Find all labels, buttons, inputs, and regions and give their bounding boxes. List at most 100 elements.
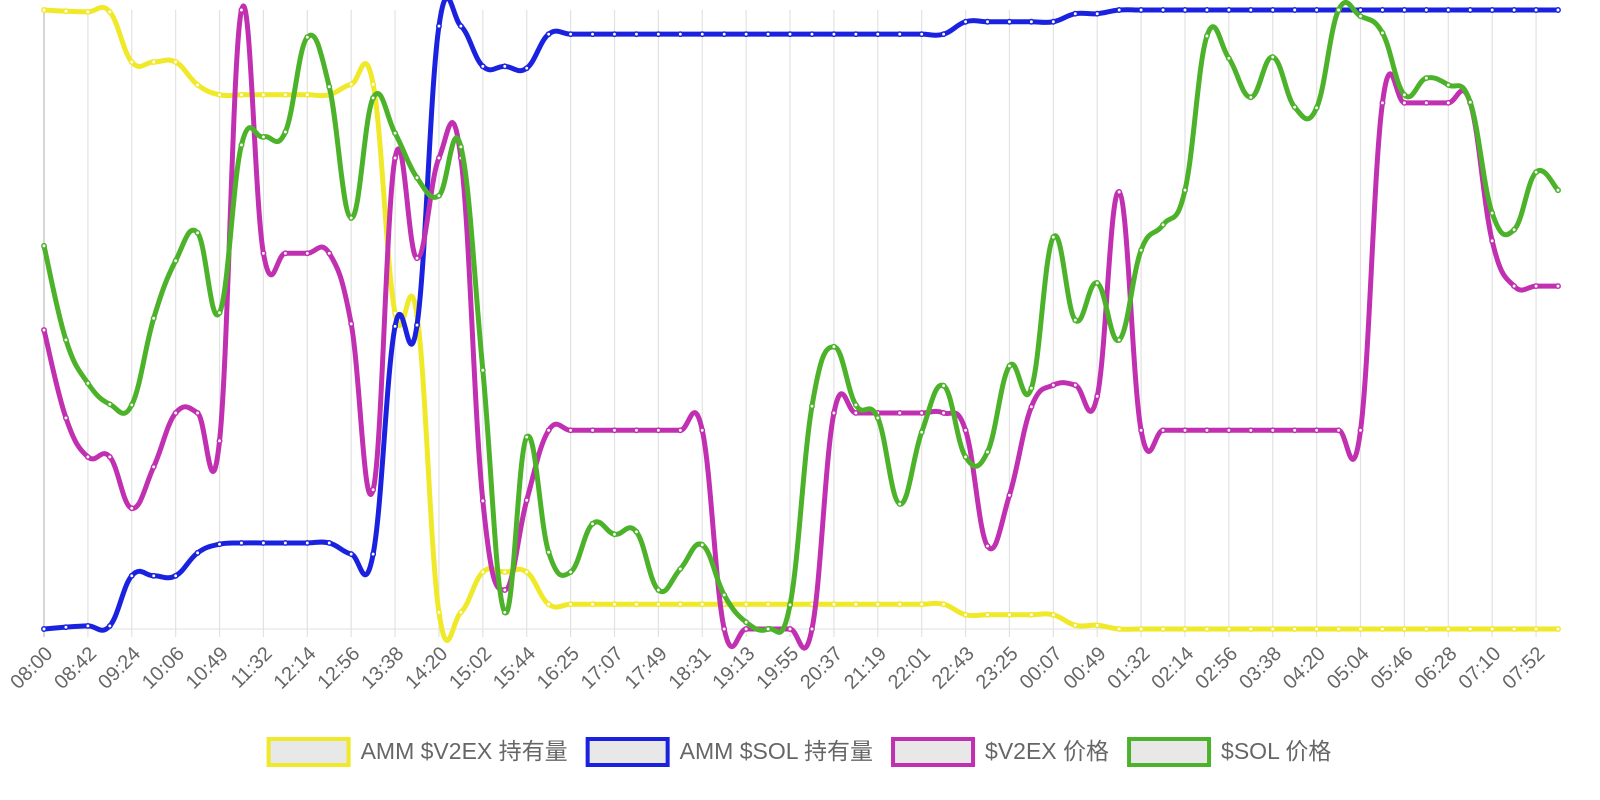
x-tick-label: 13:38 [357,643,408,694]
point [1511,7,1518,13]
point [567,427,574,434]
x-tick-label: 12:56 [314,643,365,694]
point [567,601,574,608]
point [1138,427,1145,434]
point [611,531,618,538]
x-tick-label: 08:42 [50,643,101,694]
point [633,427,640,434]
point [1116,336,1123,343]
point [1313,626,1320,632]
point [1555,626,1561,632]
point [457,23,464,30]
x-tick-label: 00:07 [1016,643,1067,694]
point [1335,626,1342,632]
point [1401,91,1408,98]
x-tick-label: 10:06 [138,643,189,694]
point [260,540,267,546]
legend-label: $SOL 价格 [1221,738,1331,764]
point [194,229,201,236]
point [611,601,618,608]
point [1203,626,1210,632]
point [1050,382,1057,389]
legend-label: AMM $V2EX 持有量 [361,738,568,764]
point [348,215,355,221]
x-tick-label: 15:44 [489,643,540,694]
point [1094,280,1101,286]
point [545,601,552,608]
point [1467,99,1474,106]
point [787,626,793,632]
point [84,8,91,15]
point [194,410,201,416]
point [282,91,289,98]
point [589,601,596,608]
point [457,143,464,150]
point [721,626,728,632]
point [106,622,113,629]
point [348,551,355,558]
point [1225,427,1232,434]
legend-item: AMM $V2EX 持有量 [266,737,568,767]
point [84,453,91,460]
point [172,572,179,579]
point [282,250,289,257]
x-tick-label: 16:25 [533,643,584,694]
point [940,382,947,389]
point [172,257,179,264]
point [1291,626,1298,632]
series-line [41,3,1558,651]
point [523,569,530,576]
point [787,601,793,608]
point [370,94,377,101]
point [765,601,772,608]
point [1423,99,1430,106]
point [1357,7,1364,13]
point [1357,427,1364,434]
x-tick-label: 00:49 [1060,643,1111,694]
point [830,410,837,416]
point [282,128,289,135]
point [852,601,859,608]
point [238,7,245,13]
point [216,91,223,98]
point [216,437,223,444]
point [1072,10,1079,17]
point [1291,104,1298,111]
point [589,427,596,434]
point [1203,427,1210,434]
point [677,601,684,608]
point [150,463,157,470]
point [1423,7,1430,13]
point [874,601,881,608]
point [699,31,706,38]
point [479,63,486,70]
point [962,453,969,460]
point [940,410,947,416]
point [1138,7,1145,13]
point [655,601,662,608]
point [1445,99,1452,106]
point [830,31,837,38]
point [106,8,113,15]
point [479,569,486,576]
point [1203,33,1210,39]
point [809,403,815,410]
point [194,81,201,88]
x-tick-label: 07:10 [1454,643,1505,694]
point [84,622,91,629]
point [567,569,574,576]
point [677,31,684,38]
point [1313,7,1320,13]
x-tick-label: 17:07 [577,643,628,694]
point [896,31,903,38]
legend-item: $V2EX 价格 [891,737,1109,767]
point [940,31,947,38]
point [1401,7,1408,13]
point [1269,427,1276,434]
x-tick-label: 04:20 [1279,643,1330,694]
point [128,59,135,65]
point [830,601,837,608]
point [918,31,925,38]
x-tick-label: 01:32 [1103,643,1154,694]
point [1116,7,1123,13]
